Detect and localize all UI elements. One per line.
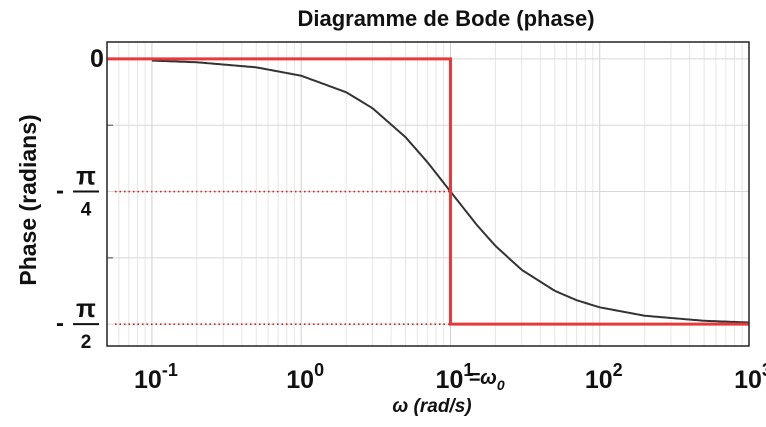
omega0-subscript: 0 — [497, 377, 505, 393]
y-tick-sign: - — [56, 178, 64, 205]
x-tick-base: 10 — [134, 366, 162, 394]
y-tick-numerator: π — [76, 161, 96, 191]
x-tick-labels: 10-1100101102103 — [134, 360, 766, 394]
y-axis-label: Phase (radians) — [15, 114, 41, 285]
x-tick-exponent: 1 — [463, 360, 473, 380]
x-axis-label: ω (rad/s) — [392, 396, 471, 417]
y-tick-denominator: 4 — [81, 200, 92, 221]
x-tick-exponent: 3 — [762, 360, 766, 380]
y-tick-labels: 0-π4-π2 — [56, 45, 104, 353]
y-tick-sign: - — [56, 310, 64, 337]
x-tick-exponent: 0 — [314, 360, 324, 380]
series-group — [107, 57, 750, 326]
x-tick-base: 10 — [734, 366, 762, 394]
x-tick-exponent: -1 — [162, 360, 178, 380]
x-tick-label: 102 — [585, 360, 623, 394]
omega0-annotation: =ω0 — [468, 367, 504, 393]
x-tick-label: 100 — [286, 360, 324, 394]
x-tick-label: 10-1 — [134, 360, 178, 394]
y-tick-label: 0 — [90, 45, 104, 73]
omega0-text: =ω — [468, 367, 497, 389]
x-tick-label: 103 — [734, 360, 766, 394]
x-tick-base: 10 — [585, 366, 613, 394]
x-tick-label: 101 — [436, 360, 474, 394]
x-tick-exponent: 2 — [613, 360, 623, 380]
plot-frame — [106, 41, 750, 347]
omega0-label: =ω0 — [468, 367, 504, 393]
x-tick-base: 10 — [286, 366, 314, 394]
chart-title: Diagramme de Bode (phase) — [297, 6, 594, 31]
y-tick-numerator: π — [76, 293, 96, 323]
asymptotic-phase-line — [107, 57, 749, 326]
y-tick-denominator: 2 — [81, 332, 92, 353]
x-tick-base: 10 — [436, 366, 464, 394]
grid — [106, 42, 750, 346]
reference-lines — [115, 190, 451, 325]
